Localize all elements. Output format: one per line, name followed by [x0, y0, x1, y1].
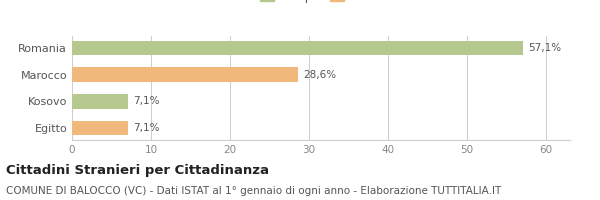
Bar	[72, 121, 128, 135]
Text: 7,1%: 7,1%	[133, 123, 160, 133]
Text: 28,6%: 28,6%	[303, 70, 336, 80]
Bar	[72, 94, 128, 109]
Text: Cittadini Stranieri per Cittadinanza: Cittadini Stranieri per Cittadinanza	[6, 164, 269, 177]
Text: COMUNE DI BALOCCO (VC) - Dati ISTAT al 1° gennaio di ogni anno - Elaborazione TU: COMUNE DI BALOCCO (VC) - Dati ISTAT al 1…	[6, 186, 501, 196]
Legend: Europa, Africa: Europa, Africa	[257, 0, 385, 6]
Text: 57,1%: 57,1%	[528, 43, 561, 53]
Bar	[72, 67, 298, 82]
Text: 7,1%: 7,1%	[133, 96, 160, 106]
Bar	[72, 41, 523, 55]
